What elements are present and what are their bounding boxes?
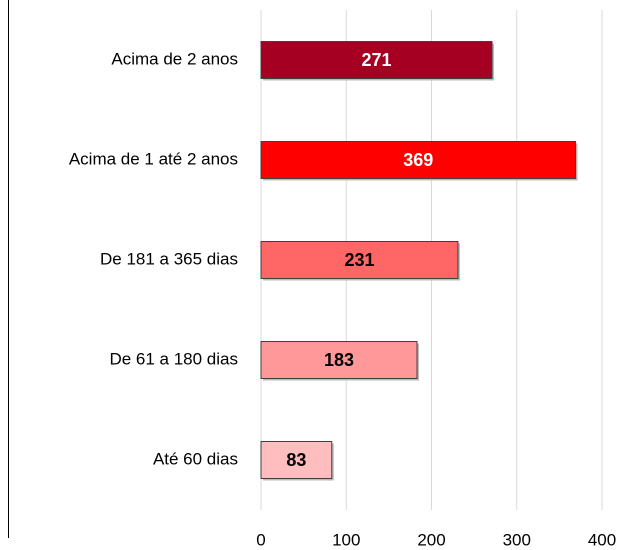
x-tick-label: 0 — [256, 530, 265, 549]
bar — [260, 441, 333, 479]
y-tick-label: Até 60 dias — [153, 449, 238, 468]
y-tick-label: Acima de 2 anos — [111, 49, 238, 68]
bar — [260, 141, 577, 179]
y-tick-label: Acima de 1 até 2 anos — [69, 149, 238, 168]
bar — [260, 41, 493, 79]
value-label: 231 — [344, 250, 374, 270]
value-label: 271 — [361, 50, 391, 70]
y-tick-label: De 181 a 365 dias — [100, 249, 238, 268]
y-tick-label: De 61 a 180 dias — [109, 349, 238, 368]
x-tick-label: 200 — [417, 530, 445, 549]
x-tick-label: 300 — [503, 530, 531, 549]
bar — [260, 241, 459, 279]
value-label: 83 — [286, 450, 306, 470]
x-tick-label: 100 — [332, 530, 360, 549]
value-label: 183 — [324, 350, 354, 370]
value-label: 369 — [403, 150, 433, 170]
x-tick-label: 400 — [588, 530, 616, 549]
bar — [260, 341, 418, 379]
